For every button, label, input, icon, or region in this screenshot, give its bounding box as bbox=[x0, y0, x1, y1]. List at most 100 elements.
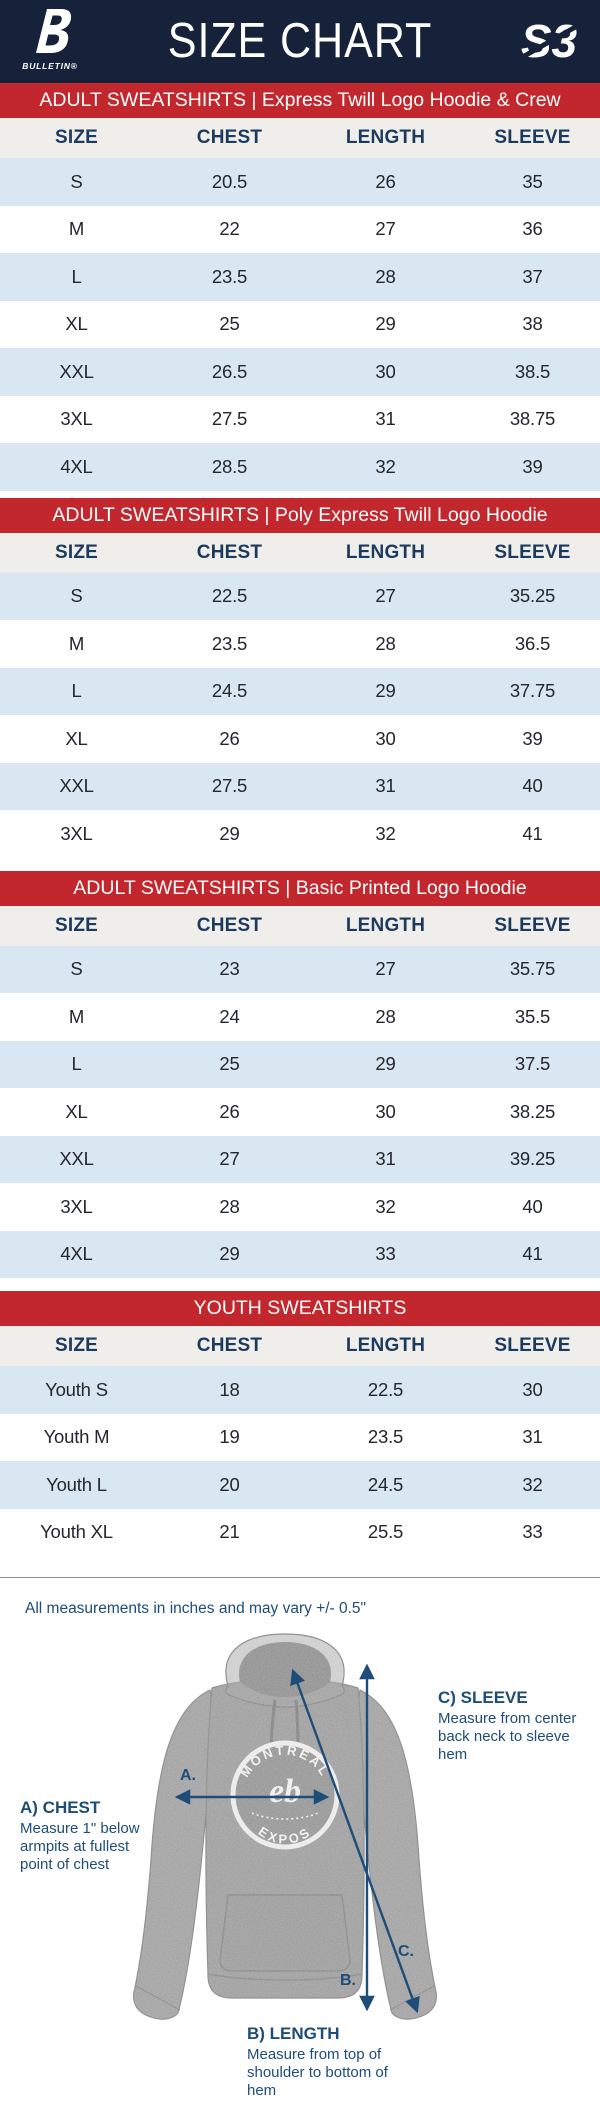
divider-rule bbox=[0, 1577, 600, 1578]
hoodie-garment: MONTREAL EXPOS eb bbox=[133, 1633, 437, 2020]
measure-cell: 31 bbox=[522, 1426, 543, 1448]
measure-cell: 30 bbox=[375, 727, 396, 749]
size-cell: M bbox=[68, 1005, 85, 1027]
table-row: 3XL 27.5 31 38.75 bbox=[0, 396, 600, 444]
measure-cell: 35.75 bbox=[509, 958, 556, 980]
column-header: SLEEVE bbox=[494, 1335, 571, 1356]
measure-cell: 27.5 bbox=[211, 775, 248, 797]
table-row: Youth XL 21 25.5 33 bbox=[0, 1509, 600, 1557]
size-cell: XXL bbox=[59, 360, 94, 382]
length-label-desc: Measure from top of shoulder to bottom o… bbox=[247, 2046, 388, 2099]
table-row: Youth L 20 24.5 32 bbox=[0, 1461, 600, 1509]
table-row: XL 26 30 38.25 bbox=[0, 1088, 600, 1136]
section-banner: ADULT SWEATSHIRTS | Poly Express Twill L… bbox=[0, 497, 600, 533]
size-cell: S bbox=[70, 585, 83, 607]
table-row: S 23 27 35.75 bbox=[0, 945, 600, 993]
measure-cell: 26 bbox=[219, 1100, 240, 1122]
measure-cell: 28.5 bbox=[211, 455, 248, 477]
table-header-row: SIZE CHEST LENGTH SLEEVE bbox=[0, 118, 600, 158]
table-row: XXL 27.5 31 40 bbox=[0, 762, 600, 810]
measure-cell: 31 bbox=[375, 1148, 396, 1170]
measure-cell: 27 bbox=[219, 1148, 240, 1170]
column-header: SIZE bbox=[54, 914, 99, 936]
measure-cell: 36.5 bbox=[514, 632, 551, 654]
measure-cell: 27 bbox=[375, 958, 396, 980]
size-cell: XXL bbox=[59, 775, 94, 797]
size-cell: Youth S bbox=[45, 1378, 108, 1400]
table-body: S 23 27 35.75 M 24 28 35.5 L 25 29 37.5 XL 26 30 38.25 X… bbox=[0, 945, 600, 1278]
column-header: LENGTH bbox=[345, 914, 426, 936]
measure-cell: 22 bbox=[219, 218, 240, 240]
measure-cell: 39.25 bbox=[509, 1148, 556, 1170]
measure-cell: 24 bbox=[219, 1005, 240, 1027]
table-header-row: SIZE CHEST LENGTH SLEEVE bbox=[0, 905, 600, 946]
length-label-title: B) LENGTH bbox=[247, 2024, 340, 2043]
table-row: L 24.5 29 37.75 bbox=[0, 667, 600, 715]
table-row: S 22.5 27 35.25 bbox=[0, 572, 600, 620]
measure-cell: 29 bbox=[219, 1243, 240, 1265]
measure-cell: 37 bbox=[522, 265, 543, 287]
measure-cell: 29 bbox=[219, 822, 240, 844]
size-cell: XL bbox=[65, 1100, 88, 1122]
s3-slash-icon bbox=[510, 18, 588, 66]
measure-cell: 39 bbox=[522, 455, 543, 477]
table-row: 4XL 29 33 41 bbox=[0, 1230, 600, 1278]
sleeve-arrow bbox=[290, 1668, 420, 2014]
header-bar: BULLETIN® SIZE CHART S3 bbox=[0, 0, 600, 83]
size-cell: 3XL bbox=[60, 408, 93, 430]
column-header: SLEEVE bbox=[494, 914, 571, 936]
table-body: Youth S 18 22.5 30 Youth M 19 23.5 31 Youth L 20 2… bbox=[0, 1366, 600, 1556]
page-title: SIZE CHART bbox=[167, 14, 433, 68]
column-header: LENGTH bbox=[345, 541, 426, 563]
measure-cell: 40 bbox=[522, 775, 543, 797]
table-row: M 22 27 36 bbox=[0, 206, 600, 254]
column-header: SIZE bbox=[54, 541, 99, 563]
measure-cell: 22.5 bbox=[211, 585, 248, 607]
column-header: CHEST bbox=[196, 127, 263, 148]
measurement-arrows bbox=[174, 1663, 420, 2014]
marker-a: A. bbox=[180, 1767, 196, 1784]
measure-cell: 27 bbox=[375, 585, 396, 607]
size-cell: XL bbox=[65, 727, 88, 749]
size-cell: Youth M bbox=[43, 1426, 110, 1448]
measure-cell: 29 bbox=[375, 313, 396, 335]
measure-cell: 31 bbox=[375, 775, 396, 797]
measure-cell: 35.25 bbox=[509, 585, 556, 607]
measure-cell: 30 bbox=[375, 1100, 396, 1122]
size-cell: L bbox=[71, 680, 82, 702]
measure-cell: 33 bbox=[522, 1521, 543, 1543]
table-row: 3XL 28 32 40 bbox=[0, 1183, 600, 1231]
size-cell: XXL bbox=[59, 1148, 94, 1170]
section-banner: ADULT SWEATSHIRTS | Express Twill Logo H… bbox=[0, 83, 600, 118]
measure-cell: 35 bbox=[522, 170, 543, 192]
chest-label-title: A) CHEST bbox=[20, 1798, 101, 1817]
measure-cell: 32 bbox=[522, 1473, 543, 1495]
measure-cell: 23 bbox=[219, 958, 240, 980]
table-body: S 22.5 27 35.25 M 23.5 28 36.5 L 24.5 29 37.75 XL 26 3… bbox=[0, 572, 600, 858]
measure-cell: 24.5 bbox=[367, 1473, 404, 1495]
size-cell: S bbox=[70, 958, 83, 980]
sections: ADULT SWEATSHIRTS | Express Twill Logo H… bbox=[0, 83, 600, 1556]
measure-cell: 25.5 bbox=[367, 1521, 404, 1543]
measure-cell: 20.5 bbox=[211, 170, 248, 192]
table-header-row: SIZE CHEST LENGTH SLEEVE bbox=[0, 1326, 600, 1366]
table-row: M 24 28 35.5 bbox=[0, 993, 600, 1041]
size-cell: M bbox=[68, 632, 85, 654]
measure-cell: 36 bbox=[522, 218, 543, 240]
measure-cell: 38.5 bbox=[514, 360, 551, 382]
sleeve-label-title: C) SLEEVE bbox=[438, 1688, 528, 1707]
size-cell: L bbox=[71, 1053, 82, 1075]
measure-cell: 38.75 bbox=[509, 408, 556, 430]
table-row: Youth S 18 22.5 30 bbox=[0, 1366, 600, 1414]
measurement-diagram: MONTREAL EXPOS eb bbox=[0, 1628, 600, 2108]
measure-cell: 28 bbox=[219, 1195, 240, 1217]
measure-cell: 32 bbox=[375, 1195, 396, 1217]
table-row: Youth M 19 23.5 31 bbox=[0, 1414, 600, 1462]
table-header-row: SIZE CHEST LENGTH SLEEVE bbox=[0, 532, 600, 573]
column-header: CHEST bbox=[196, 914, 263, 936]
column-header: SIZE bbox=[54, 127, 99, 148]
measure-cell: 27 bbox=[375, 218, 396, 240]
size-cell: S bbox=[70, 170, 83, 192]
hoodie-illustration: MONTREAL EXPOS eb bbox=[133, 1633, 437, 2020]
